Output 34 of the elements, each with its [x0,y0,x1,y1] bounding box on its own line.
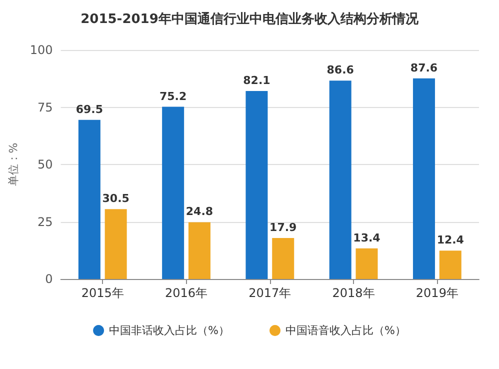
data-label: 17.9 [270,221,297,234]
data-label: 13.4 [353,231,381,244]
x-tick-label: 2016年 [164,286,208,300]
chart-title: 2015-2019年中国通信行业中电信业务收入结构分析情况 [80,11,420,27]
bar [439,250,462,279]
x-tick-label: 2018年 [332,286,375,300]
x-tick-label: 2015年 [81,286,124,300]
bar [329,80,352,279]
data-label: 86.6 [326,64,354,77]
data-label: 82.1 [243,74,270,87]
y-tick-label: 0 [45,272,53,286]
data-label: 75.2 [159,90,187,103]
data-label: 69.5 [76,102,103,116]
bar [272,238,294,279]
y-axis-title: 单位：% [7,142,20,186]
y-tick-label: 100 [30,43,53,57]
y-tick-label: 25 [38,214,53,229]
bar [78,120,100,279]
y-tick-label: 50 [38,158,53,172]
y-tick-label: 75 [38,100,53,114]
bar [412,78,435,279]
x-tick-label: 2017年 [248,286,292,300]
x-tick-label: 2019年 [416,286,458,300]
bar [246,90,268,279]
legend-label: 中国非话收入占比（%） [109,324,230,337]
bar [356,248,378,279]
bar [162,106,184,279]
data-label: 87.6 [410,61,438,74]
data-label: 30.5 [102,192,130,206]
bar [188,222,210,279]
legend-label: 中国语音收入占比（%） [286,324,406,337]
bar [104,209,127,279]
data-label: 12.4 [436,234,464,247]
data-label: 24.8 [186,205,214,218]
